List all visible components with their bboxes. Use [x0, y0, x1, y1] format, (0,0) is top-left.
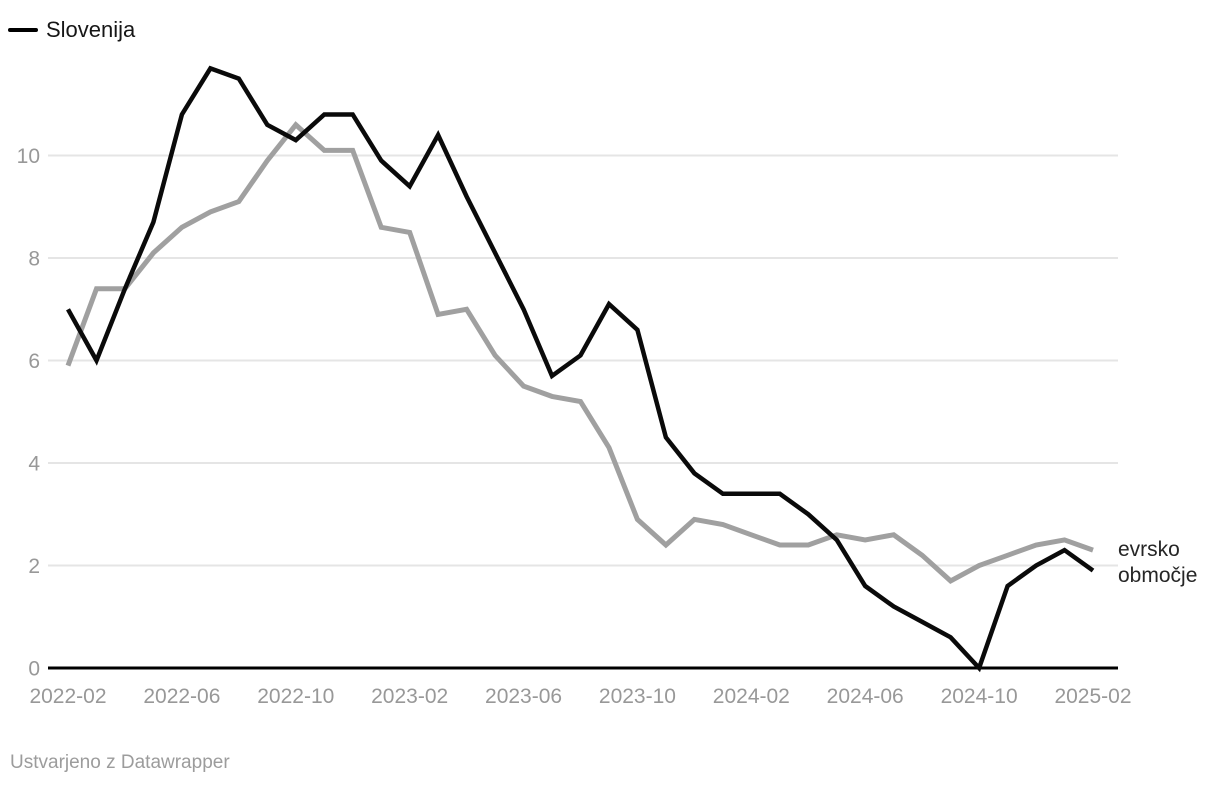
series-line-slovenija	[66, 65, 1095, 673]
x-tick-label-2022-10: 2022-10	[257, 685, 334, 708]
x-tick-label-2023-02: 2023-02	[371, 685, 448, 708]
x-tick-label-2023-10: 2023-10	[599, 685, 676, 708]
legend: Slovenija	[8, 17, 135, 43]
y-tick-label-0: 0	[28, 658, 40, 681]
y-tick-label-8: 8	[28, 248, 40, 271]
x-tick-label-2024-10: 2024-10	[941, 685, 1018, 708]
y-tick-label-2: 2	[28, 555, 40, 578]
x-tick-label-2024-06: 2024-06	[827, 685, 904, 708]
y-tick-label-4: 4	[28, 453, 40, 476]
series-label-evrsko-obmocje: evrsko območje	[1118, 538, 1198, 587]
attribution-link[interactable]: Ustvarjeno z Datawrapper	[10, 752, 230, 773]
x-tick-label-2022-02: 2022-02	[29, 685, 106, 708]
legend-label-slovenija: Slovenija	[46, 17, 136, 42]
legend-line-swatch	[8, 28, 38, 32]
x-tick-label-2023-06: 2023-06	[485, 685, 562, 708]
series-line-evrsko-obmo-je	[65, 121, 1094, 584]
y-tick-label-10: 10	[17, 145, 40, 168]
y-tick-label-6: 6	[28, 350, 40, 373]
x-tick-label-2022-06: 2022-06	[143, 685, 220, 708]
x-tick-label-2024-02: 2024-02	[713, 685, 790, 708]
x-tick-label-2025-02: 2025-02	[1054, 685, 1131, 708]
